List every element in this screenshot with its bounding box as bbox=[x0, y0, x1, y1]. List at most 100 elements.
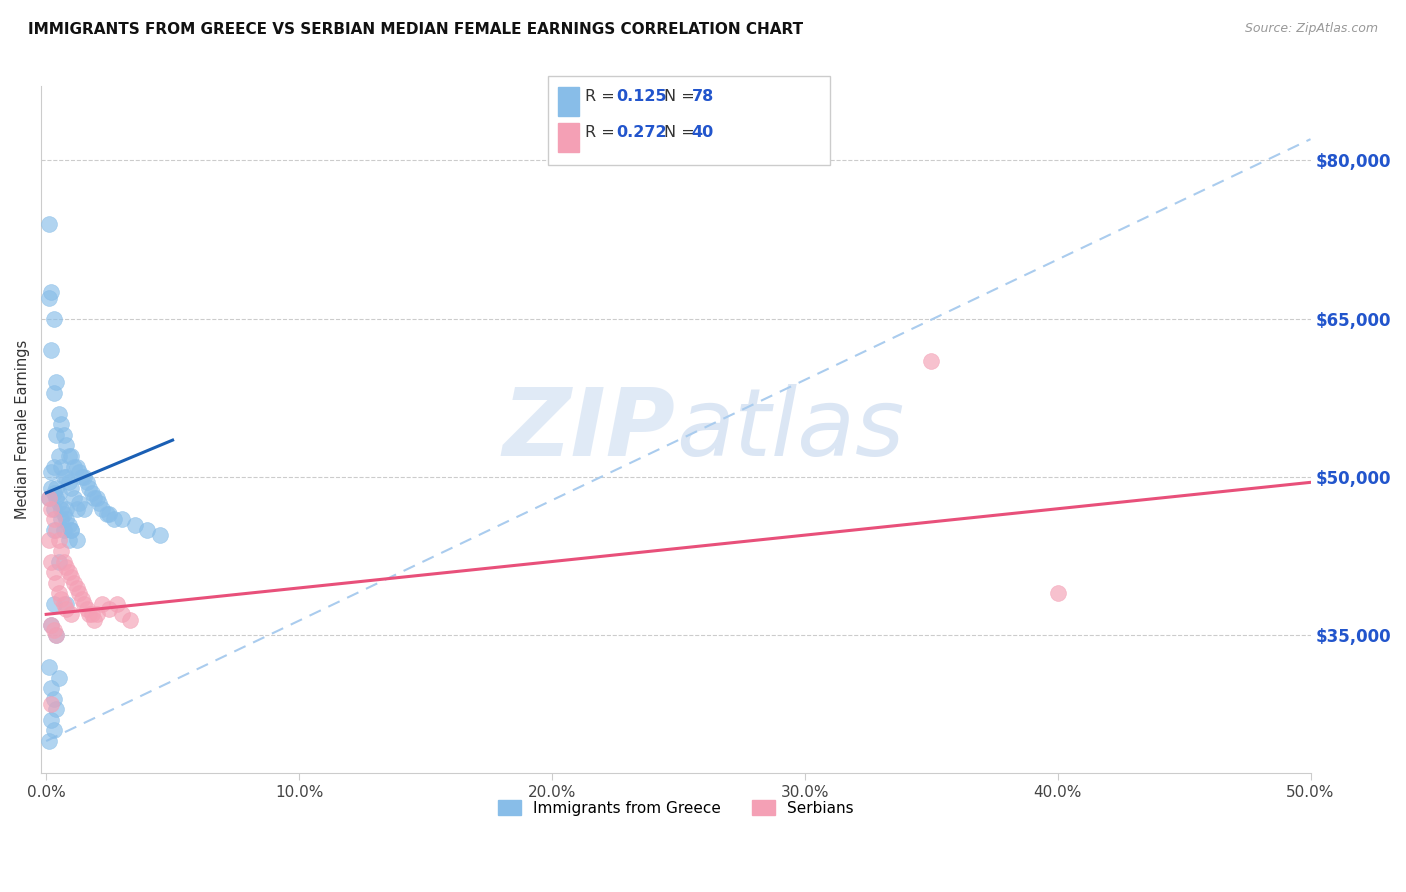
Point bbox=[103, 512, 125, 526]
Point bbox=[58, 533, 80, 548]
Point bbox=[45, 702, 67, 716]
Point bbox=[83, 491, 105, 506]
Text: 0.125: 0.125 bbox=[616, 89, 666, 104]
Point bbox=[38, 291, 60, 305]
Point bbox=[39, 481, 62, 495]
Point bbox=[89, 496, 111, 510]
Text: 78: 78 bbox=[692, 89, 714, 104]
Text: 0.272: 0.272 bbox=[616, 125, 666, 140]
Point bbox=[39, 555, 62, 569]
Point bbox=[52, 507, 75, 521]
Point bbox=[51, 591, 73, 606]
Point bbox=[96, 507, 118, 521]
Point bbox=[67, 586, 90, 600]
Point bbox=[80, 607, 103, 622]
Point bbox=[55, 602, 77, 616]
Point bbox=[60, 449, 83, 463]
Point bbox=[48, 407, 70, 421]
Point bbox=[55, 501, 77, 516]
Point bbox=[90, 597, 112, 611]
Point bbox=[65, 459, 87, 474]
Legend: Immigrants from Greece, Serbians: Immigrants from Greece, Serbians bbox=[491, 792, 860, 823]
Point bbox=[51, 512, 73, 526]
Point bbox=[38, 491, 60, 506]
Point bbox=[65, 501, 87, 516]
Point bbox=[48, 449, 70, 463]
Point bbox=[45, 628, 67, 642]
Point bbox=[48, 586, 70, 600]
Point bbox=[76, 602, 98, 616]
Point bbox=[86, 607, 108, 622]
Point bbox=[58, 565, 80, 579]
Point bbox=[63, 459, 86, 474]
Point bbox=[70, 591, 93, 606]
Point bbox=[60, 481, 83, 495]
Point bbox=[90, 501, 112, 516]
Point bbox=[42, 565, 65, 579]
Point bbox=[86, 491, 108, 506]
Point bbox=[124, 517, 146, 532]
Point bbox=[67, 465, 90, 479]
Point bbox=[39, 501, 62, 516]
Point bbox=[58, 475, 80, 490]
Text: R =: R = bbox=[585, 125, 620, 140]
Point bbox=[55, 597, 77, 611]
Point bbox=[45, 427, 67, 442]
Point bbox=[42, 512, 65, 526]
Point bbox=[48, 533, 70, 548]
Point bbox=[136, 523, 159, 537]
Point bbox=[52, 555, 75, 569]
Point bbox=[45, 375, 67, 389]
Point bbox=[51, 459, 73, 474]
Point bbox=[76, 475, 98, 490]
Point bbox=[80, 486, 103, 500]
Point bbox=[55, 470, 77, 484]
Point bbox=[39, 285, 62, 300]
Point bbox=[42, 459, 65, 474]
Point bbox=[52, 427, 75, 442]
Point bbox=[45, 491, 67, 506]
Point bbox=[38, 734, 60, 748]
Point bbox=[48, 555, 70, 569]
Text: IMMIGRANTS FROM GREECE VS SERBIAN MEDIAN FEMALE EARNINGS CORRELATION CHART: IMMIGRANTS FROM GREECE VS SERBIAN MEDIAN… bbox=[28, 22, 803, 37]
Point bbox=[65, 581, 87, 595]
Point bbox=[77, 481, 100, 495]
Text: N =: N = bbox=[664, 89, 700, 104]
Point bbox=[48, 671, 70, 685]
Point bbox=[48, 496, 70, 510]
Point bbox=[42, 486, 65, 500]
Point bbox=[118, 613, 141, 627]
Point bbox=[51, 544, 73, 558]
Point bbox=[60, 523, 83, 537]
Point bbox=[52, 470, 75, 484]
Point bbox=[70, 470, 93, 484]
Point bbox=[45, 628, 67, 642]
Point bbox=[42, 385, 65, 400]
Point bbox=[111, 607, 134, 622]
Point bbox=[52, 597, 75, 611]
Point bbox=[55, 559, 77, 574]
Point bbox=[48, 486, 70, 500]
Point bbox=[98, 602, 121, 616]
Point bbox=[42, 723, 65, 738]
Point bbox=[77, 607, 100, 622]
Point bbox=[920, 354, 942, 368]
Point bbox=[39, 618, 62, 632]
Point bbox=[39, 713, 62, 727]
Point bbox=[39, 681, 62, 696]
Point bbox=[55, 438, 77, 452]
Point bbox=[39, 343, 62, 358]
Text: R =: R = bbox=[585, 89, 620, 104]
Point bbox=[51, 501, 73, 516]
Text: Source: ZipAtlas.com: Source: ZipAtlas.com bbox=[1244, 22, 1378, 36]
Point bbox=[65, 533, 87, 548]
Point bbox=[38, 533, 60, 548]
Point bbox=[60, 570, 83, 584]
Point bbox=[63, 575, 86, 590]
Point bbox=[39, 618, 62, 632]
Point bbox=[73, 597, 96, 611]
Point bbox=[45, 481, 67, 495]
Point bbox=[38, 660, 60, 674]
Y-axis label: Median Female Earnings: Median Female Earnings bbox=[15, 340, 30, 519]
Point bbox=[39, 465, 62, 479]
